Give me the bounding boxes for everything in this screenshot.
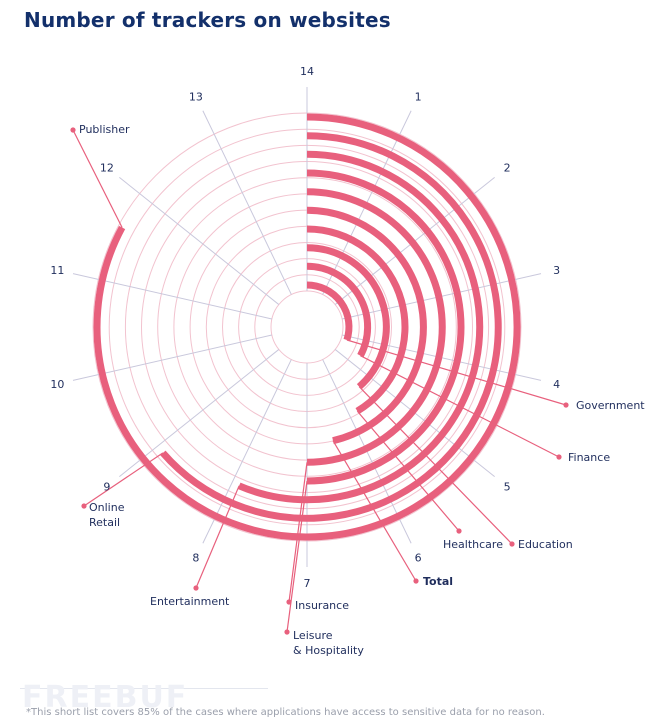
tick-label: 4	[553, 378, 560, 391]
leader-dot	[563, 402, 569, 408]
tick-label: 7	[304, 577, 311, 590]
category-labels: Government Finance Education Healthcare Tota…	[79, 123, 645, 657]
leader-line	[346, 339, 567, 406]
leader-line	[332, 440, 417, 582]
leader-dot	[70, 127, 76, 133]
spoke-line	[119, 176, 280, 305]
tick-label: 10	[50, 378, 64, 391]
footnote: *This short list covers 85% of the cases…	[26, 707, 545, 718]
grid-ring	[270, 290, 344, 364]
leader-dot	[509, 541, 515, 547]
category-label: Finance	[568, 451, 610, 464]
leader-line	[356, 410, 460, 532]
leader-line	[72, 129, 123, 228]
leader-line	[195, 485, 240, 589]
leader-line	[83, 452, 164, 507]
category-label: Online Retail	[89, 501, 125, 529]
leader-line	[358, 386, 513, 545]
leader-line	[288, 462, 308, 603]
leader-dot	[81, 503, 87, 509]
tick-label: 2	[504, 161, 511, 174]
category-label: Healthcare	[443, 538, 503, 551]
spoke-line	[119, 349, 280, 478]
spoke-line	[72, 273, 273, 320]
bar-arc	[306, 281, 353, 342]
leader-dot	[413, 578, 419, 584]
tick-label: 11	[50, 264, 64, 277]
bar-arc	[93, 113, 521, 541]
leader-dot	[284, 629, 290, 635]
spoke-line	[202, 110, 292, 295]
spoke-line	[202, 359, 292, 544]
bar-arc	[237, 150, 484, 504]
spoke-line	[72, 334, 273, 381]
category-label: Education	[518, 538, 573, 551]
tick-label: 3	[553, 264, 560, 277]
tick-label: 6	[415, 552, 422, 565]
bar-arc	[306, 262, 372, 358]
angle-spokes	[72, 87, 542, 567]
tick-label: 9	[103, 481, 110, 494]
bar-arc	[160, 132, 502, 522]
bar-arc	[306, 169, 465, 485]
category-label: Entertainment	[150, 595, 230, 608]
tick-label: 14	[300, 65, 314, 78]
bar-arc	[306, 206, 427, 445]
watermark: FREEBUF	[22, 680, 189, 715]
leader-lines	[70, 127, 569, 635]
leader-line	[286, 480, 308, 633]
tick-label: 12	[100, 161, 114, 174]
bar-arc	[306, 188, 446, 466]
leader-dot	[193, 585, 199, 591]
tick-label: 5	[504, 481, 511, 494]
leader-dot	[556, 454, 562, 460]
category-label: Total	[423, 575, 453, 588]
category-label: Leisure & Hospitality	[293, 629, 364, 657]
chart-title: Number of trackers on websites	[24, 8, 391, 32]
tick-label: 8	[192, 552, 199, 565]
tick-label: 1	[415, 90, 422, 103]
category-label: Insurance	[295, 599, 349, 612]
bar-arc	[306, 225, 409, 415]
leader-dot	[456, 528, 462, 534]
category-label: Publisher	[79, 123, 130, 136]
category-label: Government	[576, 399, 645, 412]
leader-line	[360, 355, 560, 458]
watermark-underline	[20, 688, 268, 689]
bar-arc	[306, 244, 390, 390]
bars	[93, 113, 521, 541]
tick-label: 13	[189, 90, 203, 103]
